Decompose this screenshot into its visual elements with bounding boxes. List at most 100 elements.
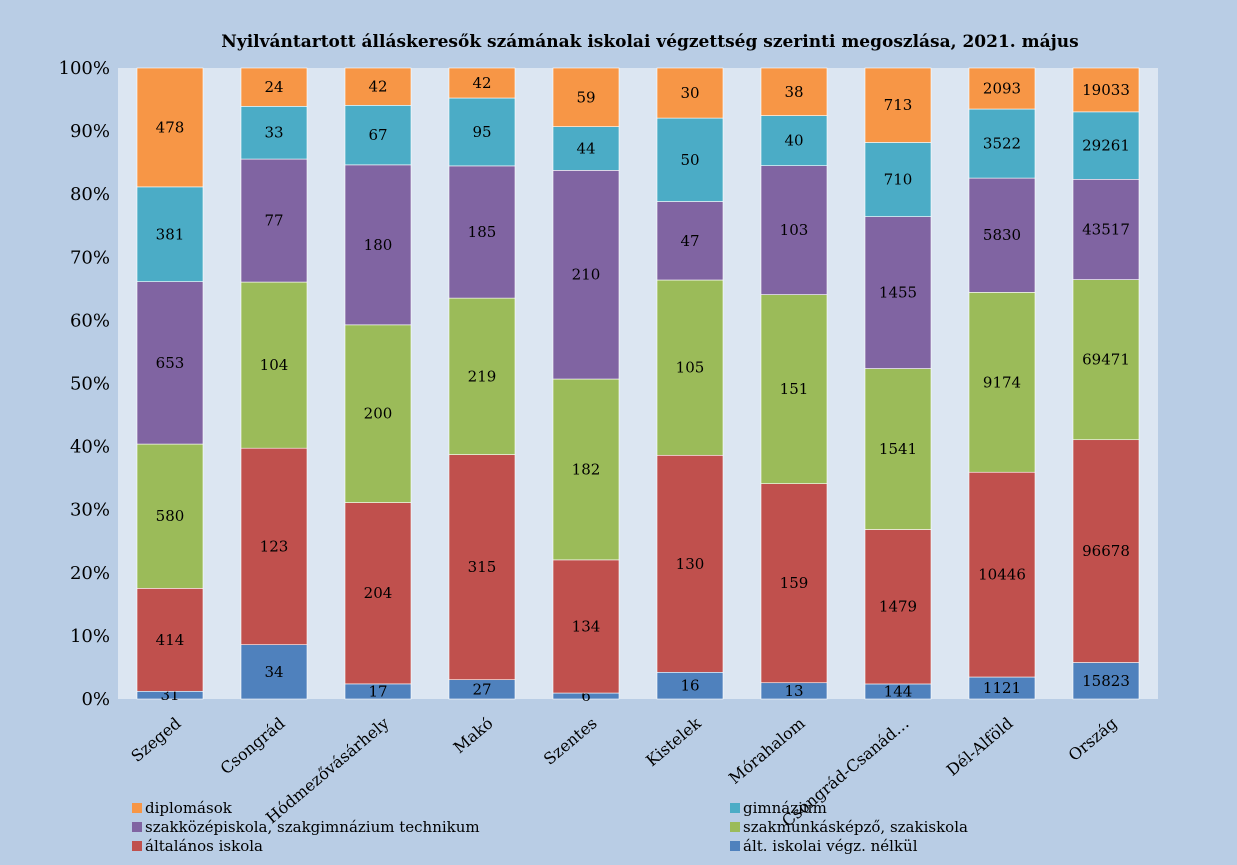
bar-segment (552, 559, 620, 694)
bar-segment (760, 294, 828, 484)
legend-label: szakmunkásképző, szakiskola (743, 818, 968, 836)
legend-label: általános iskola (145, 837, 263, 855)
legend-swatch (730, 841, 740, 851)
bar-segment (1072, 111, 1140, 180)
data-label: 105 (676, 359, 705, 377)
y-tick-label: 60% (70, 310, 110, 331)
data-label: 1455 (879, 284, 917, 302)
chart-title: Nyilvántartott álláskeresők számának isk… (221, 32, 1078, 52)
bar-segment (1072, 279, 1140, 441)
bar-segment (344, 164, 412, 326)
bar-segment (1072, 67, 1140, 113)
data-label: 5830 (983, 226, 1021, 244)
data-label: 381 (156, 225, 185, 243)
data-label: 34 (264, 663, 283, 681)
bar-segment (552, 378, 620, 561)
bar-segment (656, 671, 724, 700)
y-tick-label: 30% (70, 500, 110, 521)
data-label: 96678 (1082, 542, 1130, 560)
data-label: 1541 (879, 440, 917, 458)
legend-swatch (730, 822, 740, 832)
data-label: 103 (780, 221, 809, 239)
data-label: 9174 (983, 373, 1021, 391)
bar-segment (968, 108, 1036, 179)
data-label: 713 (884, 96, 913, 114)
bar-segment (760, 165, 828, 295)
legend-swatch (132, 841, 142, 851)
bar-segment (1072, 662, 1140, 700)
data-label: 27 (472, 680, 491, 698)
data-label: 29261 (1082, 137, 1130, 155)
data-label: 653 (156, 354, 185, 372)
y-axis: 0% 10% 20% 30% 40% 50% 60% 70% 80% 90% 100% (59, 58, 110, 710)
data-label: 180 (364, 236, 393, 254)
bar-segment (1072, 179, 1140, 280)
data-label: 42 (472, 74, 491, 92)
bar-segment (656, 279, 724, 456)
bar-segment (344, 324, 412, 503)
bar-segment (448, 454, 516, 681)
bar-segment (968, 471, 1036, 678)
bar-segment (864, 368, 932, 530)
data-label: 50 (680, 151, 699, 169)
y-tick-label: 0% (81, 689, 110, 710)
bar-segment (136, 443, 204, 589)
bar-segment (968, 67, 1036, 110)
y-tick-label: 100% (59, 58, 110, 79)
y-tick-label: 40% (70, 437, 110, 458)
data-label: 38 (784, 83, 803, 101)
bar-segment (864, 142, 932, 217)
data-label: 30 (680, 84, 699, 102)
bar-segment (240, 644, 308, 700)
bar-segment (656, 117, 724, 202)
bar-segment (760, 67, 828, 116)
bars: 3141458065338147834123104773324172042001… (136, 67, 1140, 705)
bar-segment (136, 186, 204, 282)
bar-segment (656, 67, 724, 119)
bar-segment (864, 529, 932, 685)
bar-segment (136, 281, 204, 445)
bar-segment (760, 483, 828, 684)
bar-segment (240, 281, 308, 449)
y-tick-label: 50% (70, 374, 110, 395)
bar-segment (448, 67, 516, 99)
y-tick-label: 20% (70, 563, 110, 584)
data-label: 3522 (983, 135, 1021, 153)
data-label: 67 (368, 126, 387, 144)
bar-segment (552, 170, 620, 380)
data-label: 19033 (1082, 81, 1130, 99)
data-label: 123 (260, 537, 289, 555)
data-label: 710 (884, 171, 913, 189)
data-label: 15823 (1082, 672, 1130, 690)
data-label: 40 (784, 132, 803, 150)
data-label: 414 (156, 631, 185, 649)
data-label: 69471 (1082, 351, 1130, 369)
bar-segment (240, 67, 308, 107)
data-label: 182 (572, 460, 601, 478)
data-label: 42 (368, 78, 387, 96)
y-tick-label: 70% (70, 247, 110, 268)
data-label: 44 (576, 139, 595, 157)
bar-segment (448, 97, 516, 167)
legend-swatch (132, 822, 142, 832)
y-tick-label: 80% (70, 184, 110, 205)
data-label: 159 (780, 574, 809, 592)
legend-swatch (132, 803, 142, 813)
data-label: 1121 (983, 679, 1021, 697)
data-label: 33 (264, 124, 283, 142)
bar-segment (864, 216, 932, 369)
bar-segment (136, 67, 204, 188)
data-label: 134 (572, 617, 601, 635)
bar-segment (552, 126, 620, 171)
legend-label: gimnázium (743, 799, 827, 817)
bar-segment (448, 297, 516, 455)
bar-segment (240, 106, 308, 160)
y-tick-label: 10% (70, 626, 110, 647)
bar-segment (240, 158, 308, 283)
bar-segment (1072, 439, 1140, 663)
bar-segment (344, 105, 412, 166)
legend-label: szakközépiskola, szakgimnázium technikum (145, 818, 480, 836)
data-label: 2093 (983, 80, 1021, 98)
data-label: 47 (680, 232, 699, 250)
